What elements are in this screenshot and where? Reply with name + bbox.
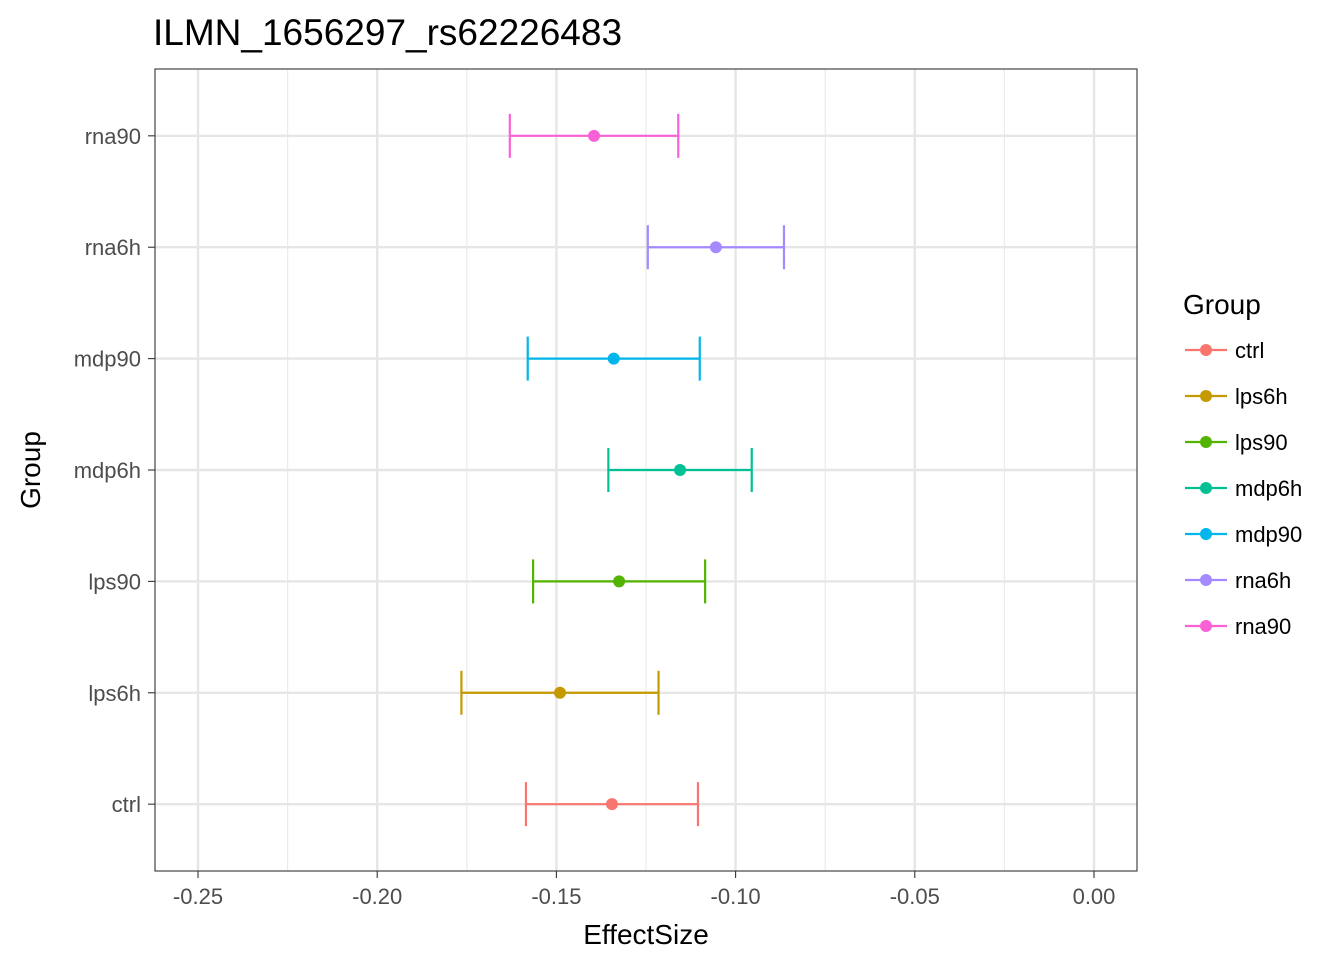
legend-item-mdp6h: mdp6h <box>1185 476 1302 501</box>
point-ctrl <box>605 798 618 811</box>
y-tick-label: mdp90 <box>74 347 141 372</box>
errorbar-lps6h <box>460 670 660 715</box>
point-lps6h <box>553 686 566 699</box>
legend-key-point <box>1200 528 1212 540</box>
legend-item-ctrl: ctrl <box>1185 338 1264 363</box>
y-tick-label: lps90 <box>88 569 141 594</box>
legend-key-point <box>1200 390 1212 402</box>
legend-label: lps6h <box>1235 384 1288 409</box>
point-rna6h <box>709 241 722 254</box>
legend-key-point <box>1200 344 1212 356</box>
y-axis-label: Group <box>15 431 46 509</box>
errorbar-lps90 <box>532 559 707 604</box>
x-tick-label: 0.00 <box>1073 884 1116 909</box>
errorbar-mdp6h <box>607 448 753 492</box>
point-mdp90 <box>607 352 620 365</box>
legend-label: mdp6h <box>1235 476 1302 501</box>
legend-label: mdp90 <box>1235 522 1302 547</box>
legend-key-point <box>1200 574 1212 586</box>
x-tick-label: -0.25 <box>173 884 223 909</box>
legend-item-lps6h: lps6h <box>1185 384 1288 409</box>
point-rna90 <box>588 129 601 142</box>
x-tick-label: -0.15 <box>531 884 581 909</box>
legend-item-mdp90: mdp90 <box>1185 522 1302 547</box>
legend-key-point <box>1200 620 1212 632</box>
legend-key-point <box>1200 482 1212 494</box>
legend-title: Group <box>1183 289 1261 320</box>
y-tick-label: lps6h <box>88 681 141 706</box>
legend-label: lps90 <box>1235 430 1288 455</box>
y-tick-label: rna90 <box>85 124 141 149</box>
point-mdp6h <box>674 464 687 476</box>
error-bars <box>460 113 786 827</box>
y-tick-label: rna6h <box>85 235 141 260</box>
errorbar-rna6h <box>646 225 786 270</box>
y-axis: ctrl lps6h lps90 mdp6h mdp90 rna6h rna90 <box>74 124 155 817</box>
y-tick-label: mdp6h <box>74 458 141 483</box>
x-tick-label: -0.10 <box>711 884 761 909</box>
y-tick-label: ctrl <box>112 792 141 817</box>
legend-item-rna6h: rna6h <box>1185 568 1291 593</box>
legend-item-lps90: lps90 <box>1185 430 1288 455</box>
errorbar-mdp90 <box>526 336 701 381</box>
chart-title: ILMN_1656297_rs62226483 <box>153 12 622 53</box>
legend: ctrl lps6h lps90 mdp6h mdp90 rna6h rna90 <box>1185 338 1302 639</box>
legend-label: ctrl <box>1235 338 1264 363</box>
point-lps90 <box>613 575 626 588</box>
legend-label: rna6h <box>1235 568 1291 593</box>
x-tick-label: -0.20 <box>352 884 402 909</box>
legend-item-rna90: rna90 <box>1185 614 1291 639</box>
errorbar-rna90 <box>508 113 680 158</box>
x-tick-label: -0.05 <box>890 884 940 909</box>
x-axis: -0.25 -0.20 -0.15 -0.10 -0.05 0.00 <box>173 871 1115 909</box>
x-axis-label: EffectSize <box>583 919 709 950</box>
legend-label: rna90 <box>1235 614 1291 639</box>
errorbar-ctrl <box>524 782 700 827</box>
legend-key-point <box>1200 436 1212 448</box>
